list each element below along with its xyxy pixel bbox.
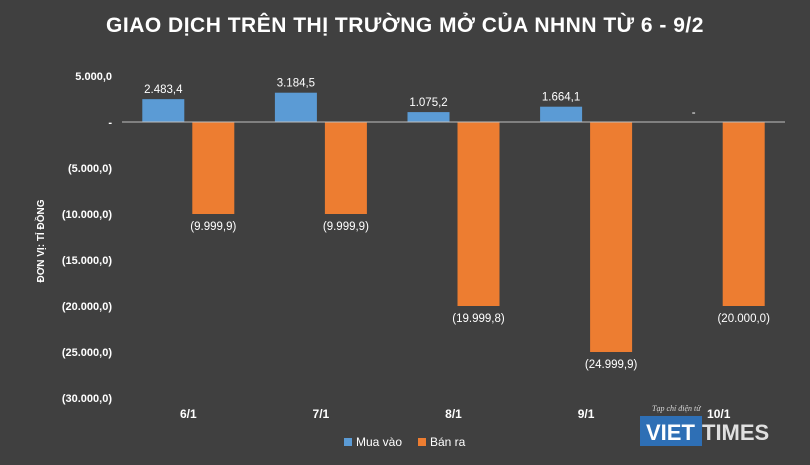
x-axis-categories: 6/1 7/1 8/1 9/1 10/1 [180,407,731,421]
chart-title: GIAO DỊCH TRÊN THỊ TRƯỜNG MỞ CỦA NHNN TỪ… [106,13,704,37]
x-category-label: 10/1 [707,407,731,421]
y-tick-label: (25.000,0) [62,347,112,359]
legend: Mua vào Bán ra [344,435,466,449]
y-tick-label: - [108,117,112,129]
watermark-logo-box [640,416,702,446]
x-category-label: 6/1 [180,407,197,421]
data-label: 1.664,1 [542,92,580,104]
bar [457,122,500,306]
bar [142,99,185,122]
bar [540,106,583,122]
y-tick-label: 5.000,0 [75,71,112,83]
watermark-tagline: Tạp chí điện tử [652,404,701,413]
y-tick-label: (15.000,0) [62,255,112,267]
data-label: (19.999,8) [452,313,505,325]
x-category-label: 8/1 [445,407,462,421]
legend-swatch [344,438,352,446]
bar [192,122,235,214]
watermark-logo-times: TIMES [702,420,769,445]
data-label: (9.999,9) [190,221,236,233]
bar [407,112,450,122]
x-category-label: 9/1 [578,407,595,421]
data-label: 1.075,2 [409,97,447,109]
y-tick-label: (30.000,0) [62,393,112,405]
vietimes-watermark: Tạp chí điện tử VIET TIMES [640,404,769,446]
data-label: 2.483,4 [144,84,183,96]
bar [274,92,317,122]
data-label: - [692,107,696,119]
watermark-logo-viet: VIET [646,420,695,445]
legend-label: Mua vào [356,435,402,449]
legend-swatch [418,438,426,446]
y-axis-label: ĐƠN VỊ: TỈ ĐỒNG [34,199,47,282]
y-axis-ticks: 5.000,0 - (5.000,0) (10.000,0) (15.000,0) (20… [62,71,112,405]
legend-label: Bán ra [430,435,466,449]
data-labels: 2.483,4 (9.999,9) 3.184,5 (9.999,9) 1.075,2 (… [144,78,770,371]
data-label: 3.184,5 [277,78,315,90]
x-category-label: 7/1 [313,407,330,421]
data-label: (20.000,0) [717,313,770,325]
bar [324,122,367,214]
bar [590,122,633,352]
y-tick-label: (10.000,0) [62,209,112,221]
y-tick-label: (20.000,0) [62,301,112,313]
bars [142,92,765,352]
y-tick-label: (5.000,0) [68,163,112,175]
data-label: (24.999,9) [585,359,638,371]
bar [722,122,765,306]
data-label: (9.999,9) [323,221,369,233]
